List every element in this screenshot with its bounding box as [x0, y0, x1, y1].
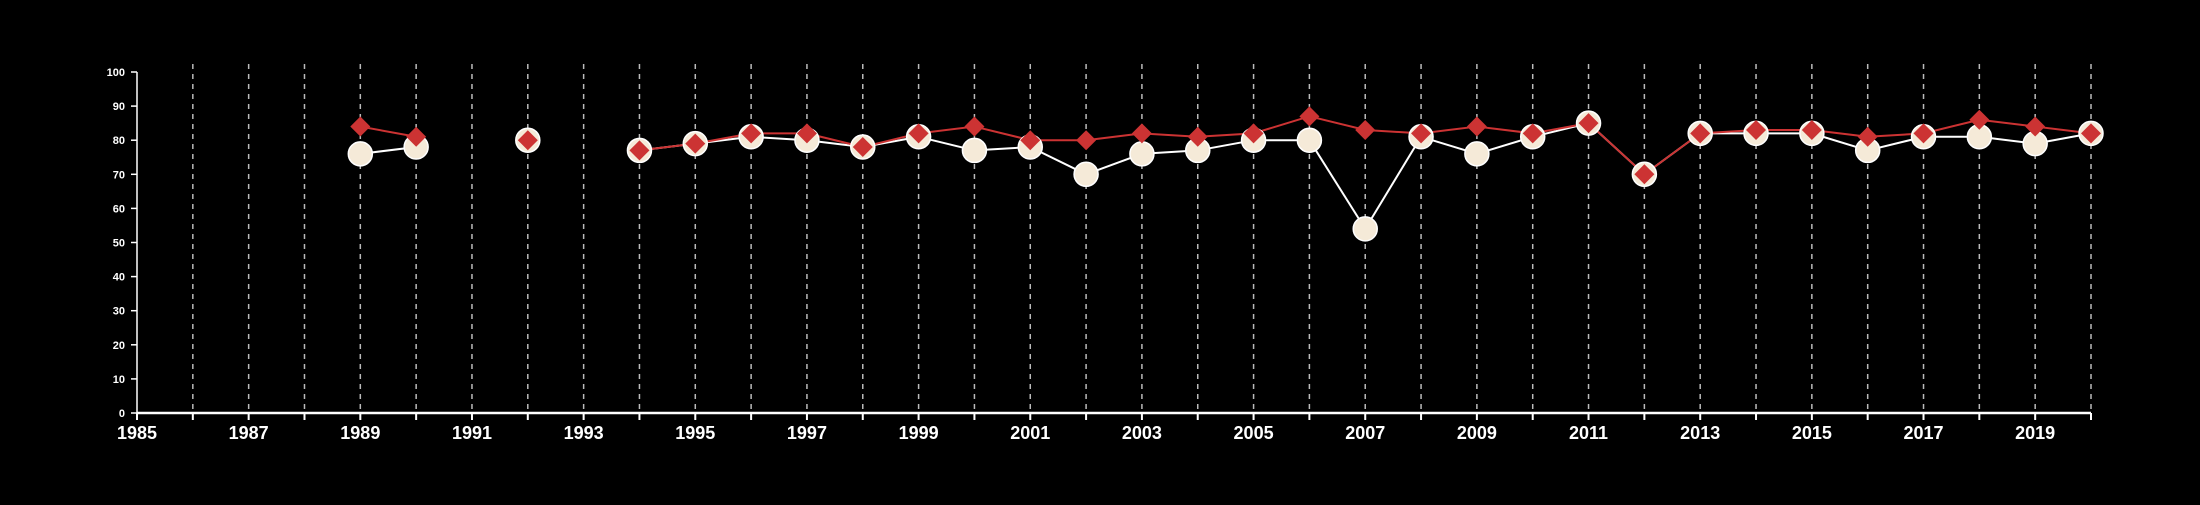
diamond-point-1995	[685, 133, 706, 154]
series-1-segment-2002-2003	[1085, 132, 1143, 142]
diamond-point-1994	[629, 140, 650, 161]
diamond-point-2010	[1522, 123, 1543, 144]
x-tick-label-2005: 2005	[1234, 423, 1274, 443]
diamond-point-2012	[1634, 164, 1655, 185]
series-1-segment-2006-2007	[1309, 115, 1366, 131]
x-tick-label-2015: 2015	[1792, 423, 1832, 443]
diamond-point-1990	[406, 126, 427, 147]
y-tick-label-70: 70	[113, 169, 125, 181]
diamond-point-2008	[1411, 123, 1432, 144]
series-1-segment-2005-2006	[1253, 115, 1310, 135]
diamond-point-1997	[796, 123, 817, 144]
diamond-point-2013	[1690, 123, 1711, 144]
diamond-point-2019	[2025, 116, 2046, 137]
x-tick-label-2007: 2007	[1345, 423, 1385, 443]
y-tick-label-90: 90	[113, 101, 125, 113]
diamond-point-1989	[350, 116, 371, 137]
x-tick-label-1991: 1991	[452, 423, 492, 443]
y-tick-label-60: 60	[113, 203, 125, 215]
diamond-point-1998	[852, 137, 873, 158]
diamond-point-2015	[1801, 119, 1822, 140]
circle-point-2003	[1129, 141, 1155, 167]
x-tick-label-1997: 1997	[787, 423, 827, 443]
diamond-point-2018	[1969, 109, 1990, 130]
diamond-point-1996	[741, 123, 762, 144]
circle-point-2007	[1352, 216, 1378, 242]
y-tick-label-80: 80	[113, 135, 125, 147]
x-tick-label-1985: 1985	[117, 423, 157, 443]
x-tick-label-2003: 2003	[1122, 423, 1162, 443]
diamond-point-2001	[1020, 130, 1041, 151]
diamond-point-2003	[1131, 123, 1152, 144]
diamond-point-2011	[1578, 113, 1599, 134]
circle-point-2009	[1464, 141, 1490, 167]
x-tick-label-1999: 1999	[899, 423, 939, 443]
series-0-segment-2006-2007	[1308, 139, 1367, 230]
x-tick-label-2013: 2013	[1680, 423, 1720, 443]
x-tick-label-2001: 2001	[1010, 423, 1050, 443]
diamond-point-2006	[1299, 106, 1320, 127]
x-tick-label-1993: 1993	[564, 423, 604, 443]
diamond-point-2007	[1355, 119, 1376, 140]
diamond-point-2020	[2081, 123, 2101, 144]
x-tick-label-2019: 2019	[2015, 423, 2055, 443]
diamond-point-2016	[1857, 126, 1878, 147]
diamond-point-2009	[1466, 116, 1487, 137]
x-tick-label-2009: 2009	[1457, 423, 1497, 443]
diamond-point-2014	[1746, 119, 1767, 140]
diamond-point-2005	[1243, 123, 1264, 144]
x-tick-label-2011: 2011	[1569, 423, 1608, 443]
circle-point-2002	[1073, 161, 1099, 188]
series-1-segment-2000-2001	[974, 125, 1031, 142]
circle-point-2006	[1296, 127, 1323, 153]
series-1-segment-1989-1990	[360, 125, 417, 138]
diamond-point-2017	[1913, 123, 1934, 144]
y-tick-label-20: 20	[113, 340, 125, 352]
y-tick-label-40: 40	[113, 272, 125, 284]
y-tick-label-10: 10	[113, 374, 125, 386]
x-tick-label-1987: 1987	[229, 423, 269, 443]
x-tick-label-1989: 1989	[340, 423, 380, 443]
diamond-point-1992	[517, 130, 538, 151]
diamond-point-1999	[908, 123, 929, 144]
y-tick-label-30: 30	[113, 306, 125, 318]
y-tick-label-50: 50	[113, 238, 125, 250]
diamond-point-2004	[1187, 126, 1208, 147]
y-tick-label-100: 100	[107, 67, 125, 79]
circle-point-1989	[347, 141, 374, 167]
circle-point-2000	[961, 137, 988, 164]
series-0-segment-2007-2008	[1364, 136, 1422, 230]
diamond-point-2000	[964, 116, 985, 137]
x-tick-label-2017: 2017	[1903, 423, 1943, 443]
diamond-point-2002	[1076, 130, 1097, 151]
y-tick-label-0: 0	[119, 408, 125, 420]
x-tick-label-1995: 1995	[675, 423, 715, 443]
series-1-segment-2018-2019	[1979, 118, 2036, 128]
